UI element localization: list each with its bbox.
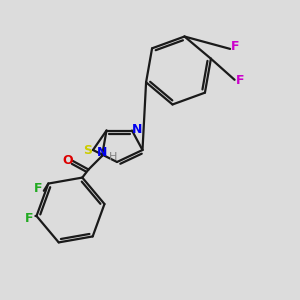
Text: N: N	[97, 146, 107, 159]
Text: H: H	[109, 152, 118, 163]
Text: O: O	[62, 154, 73, 167]
Text: F: F	[231, 40, 240, 53]
Text: F: F	[236, 74, 244, 88]
Text: F: F	[25, 212, 34, 225]
Text: F: F	[34, 182, 43, 196]
Text: N: N	[132, 123, 142, 136]
Text: S: S	[83, 144, 92, 158]
